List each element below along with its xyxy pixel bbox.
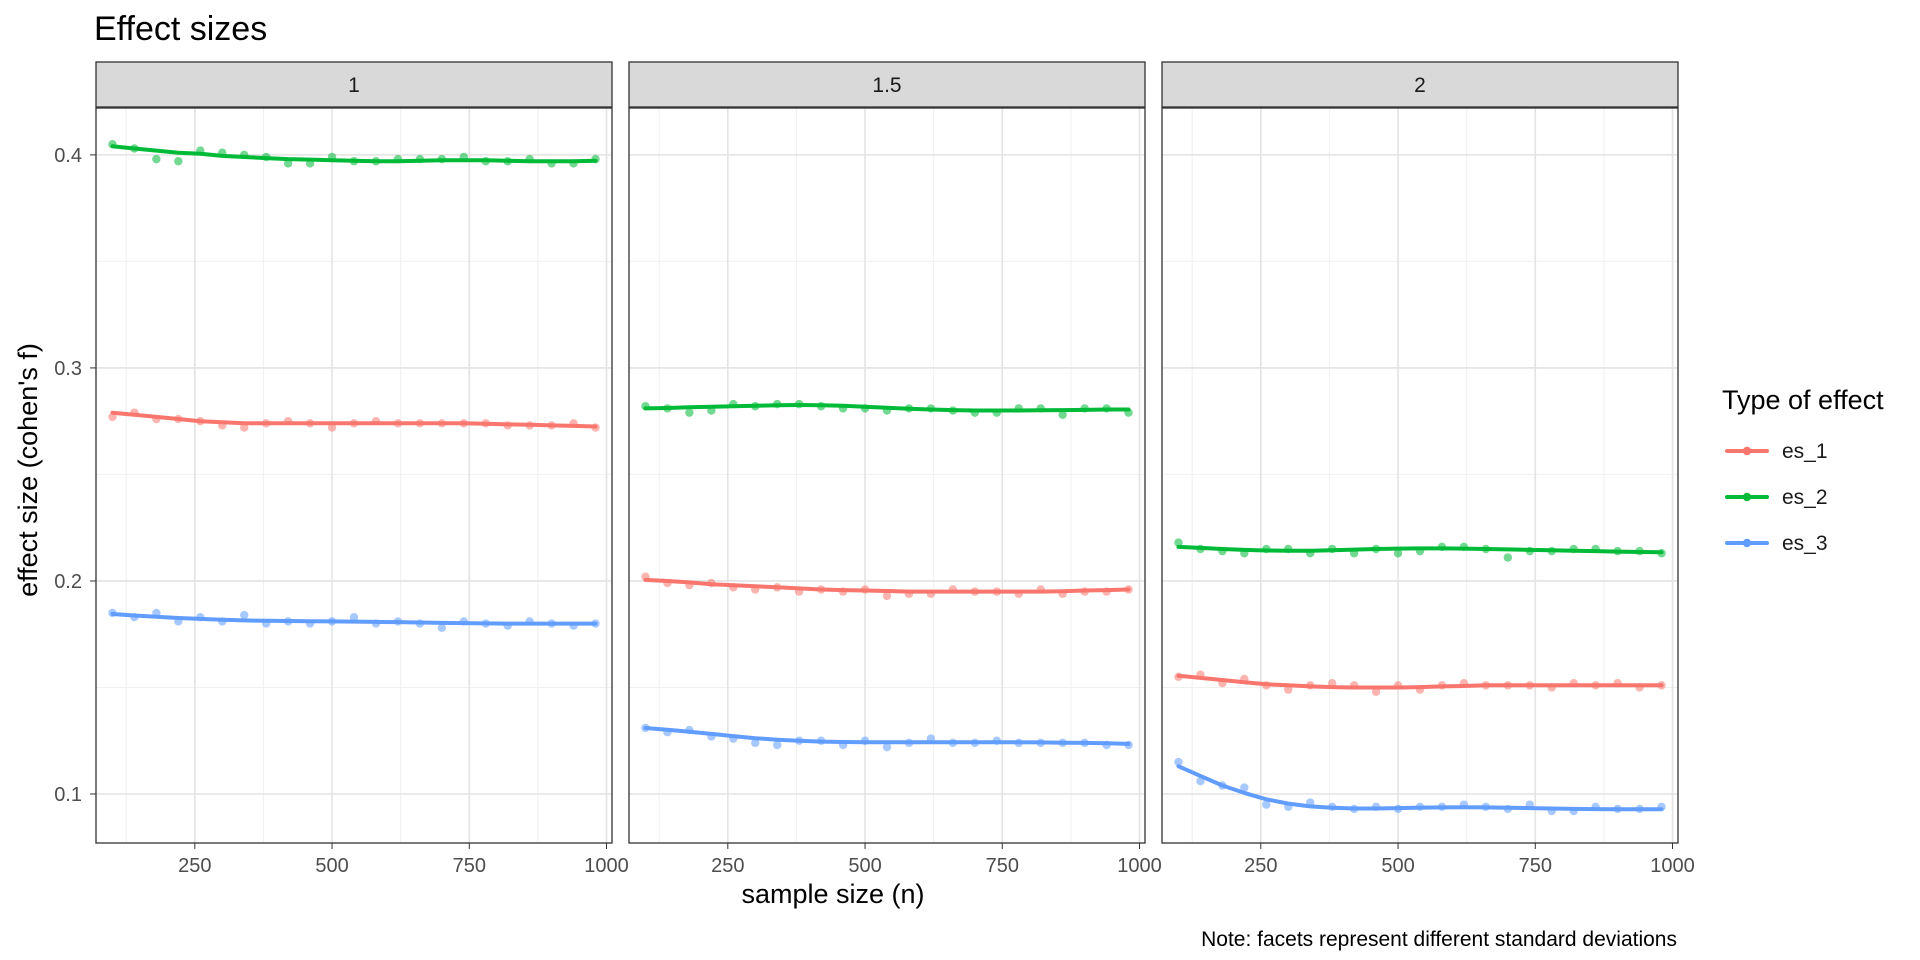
series-line-es_1 bbox=[110, 410, 598, 429]
y-tick-label: 0.1 bbox=[54, 784, 82, 806]
x-tick-label: 500 bbox=[315, 855, 348, 877]
x-tick-label: 250 bbox=[178, 855, 211, 877]
data-point-es_3 bbox=[1174, 757, 1183, 767]
series-line-es_2 bbox=[110, 144, 598, 164]
x-tick-label: 1000 bbox=[1117, 855, 1162, 877]
panel-background bbox=[96, 108, 612, 843]
x-axis-title: sample size (n) bbox=[741, 879, 924, 909]
data-point-es_1 bbox=[1371, 687, 1381, 696]
y-tick-label: 0.4 bbox=[54, 145, 82, 167]
data-point-es_2 bbox=[152, 154, 161, 164]
data-point-es_3 bbox=[882, 742, 892, 752]
data-point-es_1 bbox=[1284, 685, 1293, 694]
facet-strip-label: 1 bbox=[348, 74, 360, 97]
legend-key-point bbox=[1742, 538, 1752, 548]
facet-strip bbox=[95, 61, 613, 108]
series-line-es_3 bbox=[110, 612, 598, 626]
data-point-es_1 bbox=[240, 423, 249, 432]
legend-title: Type of effect bbox=[1722, 385, 1884, 415]
facet-strip bbox=[1161, 61, 1679, 108]
data-point-es_2 bbox=[174, 157, 183, 166]
data-point-es_3 bbox=[240, 610, 249, 620]
data-point-es_3 bbox=[1240, 783, 1249, 792]
data-point-es_2 bbox=[1393, 549, 1403, 558]
chart-caption: Note: facets represent different standar… bbox=[1201, 928, 1677, 951]
x-tick-label: 1000 bbox=[584, 855, 629, 877]
data-point-es_2 bbox=[1174, 538, 1183, 547]
panel-background bbox=[1162, 108, 1678, 843]
legend-label: es_2 bbox=[1782, 486, 1828, 509]
data-point-es_3 bbox=[349, 612, 359, 622]
data-point-es_1 bbox=[882, 591, 892, 601]
y-axis-title: effect size (cohen's f) bbox=[13, 343, 43, 597]
data-point-es_2 bbox=[1503, 553, 1513, 562]
data-point-es_3 bbox=[1196, 777, 1205, 786]
x-tick-label: 250 bbox=[711, 855, 744, 877]
facet-strip bbox=[628, 61, 1146, 108]
x-tick-label: 750 bbox=[453, 855, 486, 877]
panel-border bbox=[95, 107, 613, 844]
series-line-es_3 bbox=[643, 726, 1131, 746]
data-point-es_3 bbox=[437, 623, 447, 633]
y-tick-label: 0.2 bbox=[54, 571, 82, 593]
data-point-es_2 bbox=[1058, 410, 1067, 419]
legend-key-point bbox=[1742, 492, 1752, 502]
legend-label: es_3 bbox=[1782, 532, 1828, 555]
legend-label: es_1 bbox=[1782, 440, 1828, 463]
data-point-es_3 bbox=[751, 738, 760, 748]
facet-strip-label: 1.5 bbox=[872, 74, 901, 97]
legend: Type of effect es_1 es_2 es_3 bbox=[1722, 385, 1884, 555]
x-tick-label: 750 bbox=[986, 855, 1019, 877]
facets-layer: 0.1 0.2 0.3 0.4 1 250 500 750 1000 1.5 250 500 750 10… bbox=[54, 61, 1695, 877]
data-point-es_1 bbox=[327, 423, 337, 432]
series-line-es_1 bbox=[643, 577, 1131, 594]
y-tick-label: 0.3 bbox=[54, 358, 82, 380]
series-line-es_2 bbox=[1176, 544, 1664, 555]
panel-background bbox=[629, 108, 1145, 843]
legend-key-point bbox=[1742, 446, 1752, 456]
x-tick-label: 250 bbox=[1244, 855, 1277, 877]
x-tick-label: 500 bbox=[1381, 855, 1414, 877]
x-tick-label: 1000 bbox=[1650, 855, 1695, 877]
data-point-es_2 bbox=[283, 159, 293, 168]
data-point-es_3 bbox=[1262, 800, 1271, 809]
x-tick-label: 750 bbox=[1519, 855, 1552, 877]
chart-title: Effect sizes bbox=[94, 10, 267, 48]
series-line-es_3 bbox=[1176, 764, 1664, 812]
x-tick-label: 500 bbox=[848, 855, 881, 877]
series-line-es_1 bbox=[1176, 673, 1664, 690]
facet-strip-label: 2 bbox=[1414, 74, 1426, 97]
series-line-es_2 bbox=[643, 403, 1131, 413]
panel-border bbox=[1161, 107, 1679, 844]
data-point-es_3 bbox=[773, 740, 782, 750]
panel-border bbox=[628, 107, 1146, 844]
data-point-es_2 bbox=[685, 408, 694, 417]
